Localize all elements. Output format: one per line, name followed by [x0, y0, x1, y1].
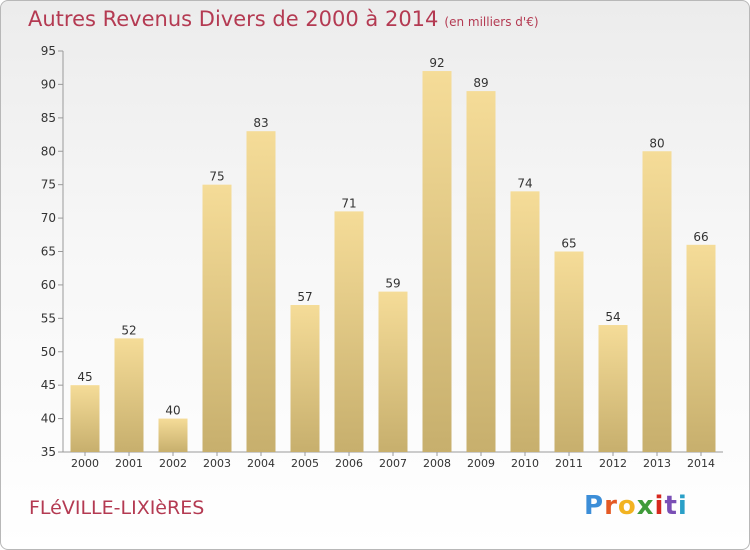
bar-value-label: 52 — [121, 323, 136, 337]
bar — [510, 191, 540, 452]
bar-value-label: 89 — [473, 76, 488, 90]
y-tick-label: 40 — [41, 412, 56, 426]
bar — [70, 385, 100, 452]
x-tick-label: 2002 — [159, 457, 187, 470]
y-tick-label: 85 — [41, 111, 56, 125]
y-tick-label: 65 — [41, 245, 56, 259]
bar-value-label: 57 — [297, 290, 312, 304]
bar — [334, 211, 364, 452]
bar-value-label: 80 — [649, 136, 664, 150]
y-tick-label: 90 — [41, 77, 56, 91]
logo-letter: t — [664, 491, 678, 521]
bar — [290, 304, 320, 452]
logo-letter: o — [617, 491, 637, 521]
y-tick-label: 55 — [41, 311, 56, 325]
y-tick-label: 35 — [41, 445, 56, 459]
bar — [378, 291, 408, 452]
y-tick-label: 80 — [41, 144, 56, 158]
x-tick-label: 2000 — [71, 457, 99, 470]
logo-letter: i — [654, 491, 665, 521]
chart-title-main: Autres Revenus Divers de 2000 à 2014 — [28, 7, 439, 31]
logo-letter: r — [604, 491, 618, 521]
x-tick-label: 2010 — [511, 457, 539, 470]
bar — [246, 131, 276, 452]
place-name: FLéVILLE-LIXIèRES — [29, 497, 205, 519]
proxiti-logo: Proxiti — [584, 491, 688, 521]
x-tick-label: 2003 — [203, 457, 231, 470]
bar-value-label: 75 — [209, 170, 224, 184]
bar — [114, 338, 144, 452]
x-tick-label: 2009 — [467, 457, 495, 470]
x-tick-label: 2004 — [247, 457, 275, 470]
y-tick-label: 60 — [41, 278, 56, 292]
bar-value-label: 83 — [253, 116, 268, 130]
bar-value-label: 66 — [693, 230, 708, 244]
x-tick-label: 2006 — [335, 457, 363, 470]
bar — [598, 325, 628, 452]
chart-title: Autres Revenus Divers de 2000 à 2014 (en … — [28, 7, 539, 31]
bar — [158, 418, 188, 452]
y-tick-label: 70 — [41, 211, 56, 225]
x-tick-label: 2013 — [643, 457, 671, 470]
bar — [422, 71, 452, 453]
bar — [466, 91, 496, 452]
bar-value-label: 71 — [341, 196, 356, 210]
bar-value-label: 40 — [165, 404, 180, 418]
y-tick-label: 75 — [41, 178, 56, 192]
x-tick-label: 2001 — [115, 457, 143, 470]
bar-value-label: 54 — [605, 310, 620, 324]
y-tick-label: 50 — [41, 345, 56, 359]
logo-letter: i — [677, 491, 688, 521]
x-tick-label: 2012 — [599, 457, 627, 470]
bars — [70, 71, 716, 453]
bar-value-label: 92 — [429, 56, 444, 70]
bar — [686, 244, 716, 452]
bar — [554, 251, 584, 452]
x-tick-label: 2014 — [687, 457, 715, 470]
bar-value-label: 59 — [385, 277, 400, 291]
y-tick-label: 95 — [41, 44, 56, 58]
logo-letter: x — [636, 491, 655, 521]
x-tick-label: 2005 — [291, 457, 319, 470]
bar-value-label: 74 — [517, 176, 532, 190]
x-tick-label: 2007 — [379, 457, 407, 470]
bar — [202, 184, 232, 452]
bar-value-label: 45 — [77, 370, 92, 384]
chart-title-unit: (en milliers d'€) — [444, 15, 539, 29]
bar-labels: 45 52 40 75 83 57 71 59 92 89 74 65 54 80 66 — [77, 56, 708, 418]
axes: 35 40 45 50 55 60 65 70 75 80 85 90 95 2000 2001 2002 20… — [41, 44, 723, 470]
bar — [642, 151, 672, 452]
bar-value-label: 65 — [561, 237, 576, 251]
logo-letter: P — [584, 491, 605, 521]
x-tick-label: 2011 — [555, 457, 583, 470]
x-tick-label: 2008 — [423, 457, 451, 470]
y-tick-label: 45 — [41, 378, 56, 392]
